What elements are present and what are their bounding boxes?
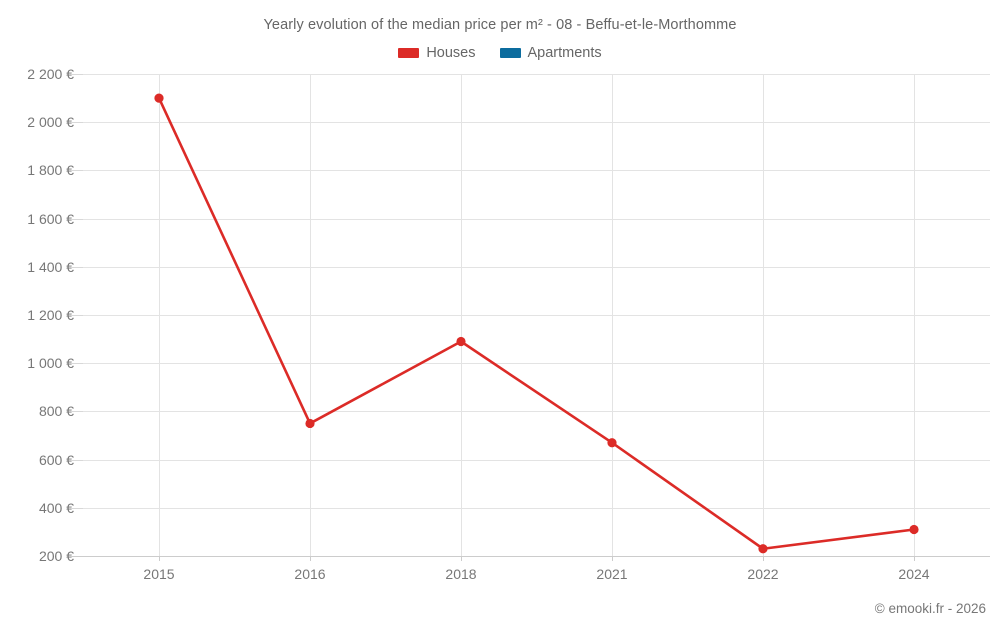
series-line-houses [157, 96, 916, 551]
legend-label-houses: Houses [426, 45, 476, 61]
x-axis-line [71, 556, 990, 557]
legend-swatch-houses [398, 48, 420, 58]
y-tick-mark [71, 411, 83, 412]
gridline-horizontal [83, 411, 990, 412]
y-tick-mark [71, 460, 83, 461]
x-axis-tick-label: 2022 [747, 566, 779, 582]
y-tick-mark [71, 315, 83, 316]
y-axis-tick-label: 2 000 € [27, 114, 74, 131]
legend-label-apartments: Apartments [527, 45, 602, 61]
data-point-houses[interactable] [305, 418, 315, 429]
chart-legend: Houses Apartments [0, 45, 1000, 61]
x-tick-mark [461, 556, 462, 561]
y-tick-mark [71, 122, 83, 123]
y-tick-mark [71, 219, 83, 220]
series-layer [154, 93, 919, 554]
gridline-vertical [612, 74, 613, 556]
data-point-houses[interactable] [758, 544, 768, 554]
y-axis-tick-label: 1 200 € [27, 307, 74, 323]
x-axis-tick-label: 2021 [596, 566, 628, 582]
y-tick-mark [71, 170, 83, 171]
legend-item-apartments[interactable]: Apartments [499, 45, 602, 61]
gridline-horizontal [83, 267, 990, 268]
x-axis-labels: 2015 2016 2018 2021 2022 2024 [83, 566, 990, 590]
y-axis-tick-label: 2 200 € [27, 66, 74, 82]
x-axis-tick-label: 2015 [143, 566, 175, 582]
x-axis-tick-label: 2018 [445, 566, 477, 582]
y-axis-tick-label: 1 600 € [27, 210, 74, 227]
y-axis-tick-label: 400 € [38, 499, 74, 516]
legend-swatch-apartments [499, 48, 521, 58]
gridline-horizontal [83, 122, 990, 123]
gridline-horizontal [83, 315, 990, 316]
data-point-houses[interactable] [909, 524, 919, 535]
chart-title: Yearly evolution of the median price per… [263, 17, 737, 33]
x-tick-mark [159, 556, 160, 561]
gridline-horizontal [83, 219, 990, 220]
legend-item-houses[interactable]: Houses [398, 45, 476, 61]
gridline-vertical [763, 74, 764, 556]
gridline-horizontal [83, 363, 990, 364]
x-axis-tick-label: 2016 [294, 566, 326, 582]
y-axis-tick-label: 1 800 € [27, 162, 74, 179]
y-axis-tick-label: 600 € [38, 451, 74, 468]
gridline-vertical [159, 74, 160, 556]
y-tick-mark [71, 267, 83, 268]
y-tick-mark [71, 74, 83, 75]
data-point-houses[interactable] [154, 93, 164, 103]
gridline-horizontal [83, 460, 990, 461]
gridline-horizontal [83, 170, 990, 171]
x-tick-mark [763, 556, 764, 561]
gridline-horizontal [83, 74, 990, 75]
y-tick-mark [71, 363, 83, 364]
gridline-vertical [461, 74, 462, 556]
footer-credit: © emooki.fr - 2026 [874, 601, 986, 616]
gridline-vertical [914, 74, 915, 556]
y-axis-labels: 200 € 400 € 600 € 800 € 1 000 € 1 200 € 1 400 … [0, 66, 74, 564]
data-point-houses[interactable] [607, 438, 617, 448]
plot-area [71, 74, 990, 561]
y-axis-tick-label: 800 € [38, 403, 74, 420]
y-axis-tick-label: 200 € [38, 548, 74, 564]
gridline-horizontal [83, 508, 990, 509]
data-point-houses[interactable] [456, 336, 466, 347]
y-axis-tick-label: 1 000 € [27, 355, 74, 372]
gridline-vertical [310, 74, 311, 556]
x-axis-tick-label: 2024 [898, 566, 930, 582]
x-tick-mark [310, 556, 311, 561]
y-tick-mark [71, 508, 83, 509]
x-tick-mark [612, 556, 613, 561]
x-tick-mark [914, 556, 915, 561]
y-axis-tick-label: 1 400 € [27, 258, 74, 275]
